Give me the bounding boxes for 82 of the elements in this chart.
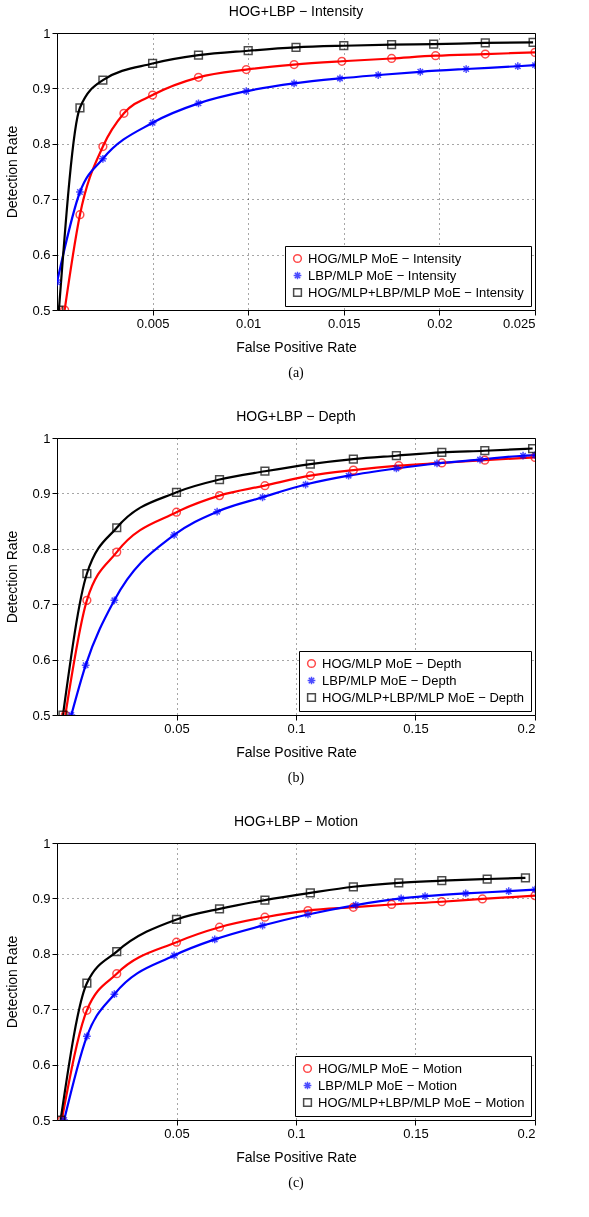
y-tick-label: 0.7 xyxy=(32,191,51,207)
legend-label: HOG/MLP MoE − Motion xyxy=(318,1060,462,1076)
y-tick-label: 0.8 xyxy=(32,946,51,962)
x-tick-label: 0.1 xyxy=(287,720,306,736)
x-axis-title: False Positive Rate xyxy=(236,1148,358,1165)
point xyxy=(98,75,108,85)
text: (b) xyxy=(287,770,305,786)
point xyxy=(289,59,299,70)
x-tick-label: 0.05 xyxy=(164,720,190,736)
chart-title: HOG+LBP − Intensity xyxy=(228,3,364,19)
point xyxy=(337,56,347,66)
y-tick-label: 0.9 xyxy=(32,485,51,501)
point xyxy=(147,90,158,100)
point xyxy=(241,64,251,75)
legend-label: HOG/MLP MoE − Depth xyxy=(322,655,462,671)
point xyxy=(480,49,490,59)
point xyxy=(291,42,301,53)
legend-label: LBP/MLP MoE − Motion xyxy=(318,1077,457,1093)
point xyxy=(339,41,349,51)
point xyxy=(75,210,85,220)
point xyxy=(193,72,204,82)
legend-label: HOG/MLP+LBP/MLP MoE − Intensity xyxy=(308,284,525,300)
x-tick-label: 0.2 xyxy=(517,720,536,736)
text: (a) xyxy=(288,365,305,381)
y-tick-label: 1 xyxy=(43,430,51,446)
x-tick-label: 0.015 xyxy=(328,315,361,331)
x-tick-label: 0.02 xyxy=(427,315,453,331)
y-tick-label: 0.8 xyxy=(32,136,51,152)
x-axis-title: False Positive Rate xyxy=(236,338,358,355)
point xyxy=(480,38,490,48)
x-tick-label: 0.1 xyxy=(287,1125,306,1141)
legend-label: LBP/MLP MoE − Depth xyxy=(322,672,457,688)
y-tick-label: 0.6 xyxy=(32,652,51,668)
point xyxy=(386,53,397,64)
x-tick-label: 0.025 xyxy=(502,315,536,331)
point xyxy=(335,73,345,84)
x-tick-label: 0.15 xyxy=(403,720,429,736)
point xyxy=(147,58,158,69)
x-tick-label: 0.05 xyxy=(164,1125,190,1141)
y-axis-title: Detection Rate xyxy=(4,935,21,1029)
chart-title: HOG+LBP − Motion xyxy=(233,813,359,829)
y-axis-title: Detection Rate xyxy=(4,125,21,219)
x-tick-label: 0.01 xyxy=(236,315,262,331)
x-tick-label: 0.15 xyxy=(403,1125,429,1141)
point xyxy=(75,187,85,197)
point xyxy=(243,46,253,56)
y-tick-label: 0.8 xyxy=(32,541,51,557)
point xyxy=(119,108,129,118)
x-axis-title: False Positive Rate xyxy=(236,743,358,760)
legend-label: LBP/MLP MoE − Intensity xyxy=(308,267,457,283)
y-tick-label: 0.5 xyxy=(32,302,51,318)
y-tick-label: 0.7 xyxy=(32,1001,51,1017)
y-tick-label: 0.9 xyxy=(32,80,51,96)
point xyxy=(373,70,383,80)
point xyxy=(289,78,299,89)
y-tick-label: 0.7 xyxy=(32,596,51,612)
x-tick-label: 0.005 xyxy=(136,315,170,331)
y-tick-label: 1 xyxy=(43,25,51,41)
y-tick-label: 1 xyxy=(43,835,51,851)
point xyxy=(98,154,108,164)
point xyxy=(429,39,439,49)
y-tick-label: 0.6 xyxy=(32,247,51,263)
legend-label: HOG/MLP MoE − Intensity xyxy=(308,250,462,266)
legend-label: HOG/MLP+LBP/MLP MoE − Motion xyxy=(318,1094,525,1110)
point xyxy=(241,86,251,96)
y-tick-label: 0.5 xyxy=(32,707,51,723)
point xyxy=(193,98,204,108)
point xyxy=(98,141,108,152)
point xyxy=(75,103,85,113)
point xyxy=(193,50,204,60)
y-tick-label: 0.5 xyxy=(32,1112,51,1128)
chart-title: HOG+LBP − Depth xyxy=(236,408,356,424)
point xyxy=(430,51,441,61)
legend-label: HOG/MLP+LBP/MLP MoE − Depth xyxy=(322,689,525,705)
point xyxy=(147,118,158,128)
text: (c) xyxy=(288,1175,305,1191)
point xyxy=(461,64,471,74)
y-tick-label: 0.6 xyxy=(32,1057,51,1073)
y-axis-title: Detection Rate xyxy=(4,530,21,624)
y-tick-label: 0.9 xyxy=(32,890,51,906)
x-tick-label: 0.2 xyxy=(517,1125,536,1141)
point xyxy=(386,40,397,50)
